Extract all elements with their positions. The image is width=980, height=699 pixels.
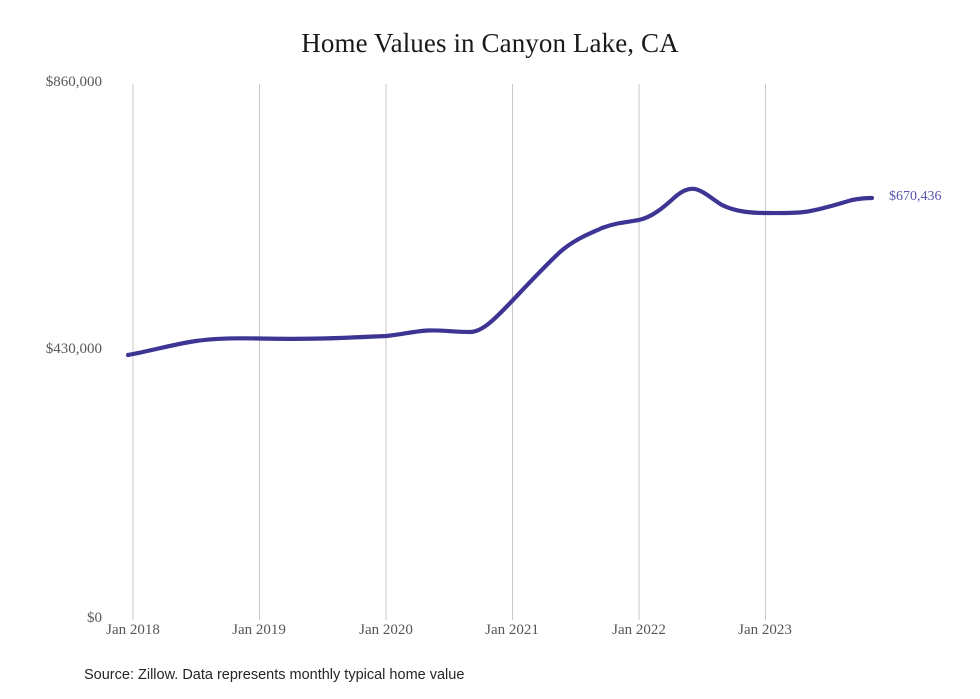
x-axis-tick-jan-2021: Jan 2021 — [485, 622, 539, 638]
y-axis-tick-middle: $430,000 — [45, 341, 102, 357]
data-series-line — [125, 186, 875, 358]
gridlines — [132, 84, 766, 620]
x-axis-tick-jan-2023: Jan 2023 — [738, 622, 792, 638]
y-axis-tick-top: $860,000 — [45, 74, 102, 90]
y-axis-tick-bottom: $0 — [87, 610, 102, 626]
source-note: Source: Zillow. Data represents monthly … — [84, 667, 465, 683]
end-value-annotation: $670,436 — [889, 189, 942, 204]
chart-title: Home Values in Canyon Lake, CA — [301, 28, 679, 58]
x-axis-tick-jan-2022: Jan 2022 — [612, 622, 666, 638]
x-axis-tick-jan-2018: Jan 2018 — [106, 622, 160, 638]
x-axis-tick-jan-2019: Jan 2019 — [232, 622, 286, 638]
x-axis-tick-jan-2020: Jan 2020 — [359, 622, 413, 638]
